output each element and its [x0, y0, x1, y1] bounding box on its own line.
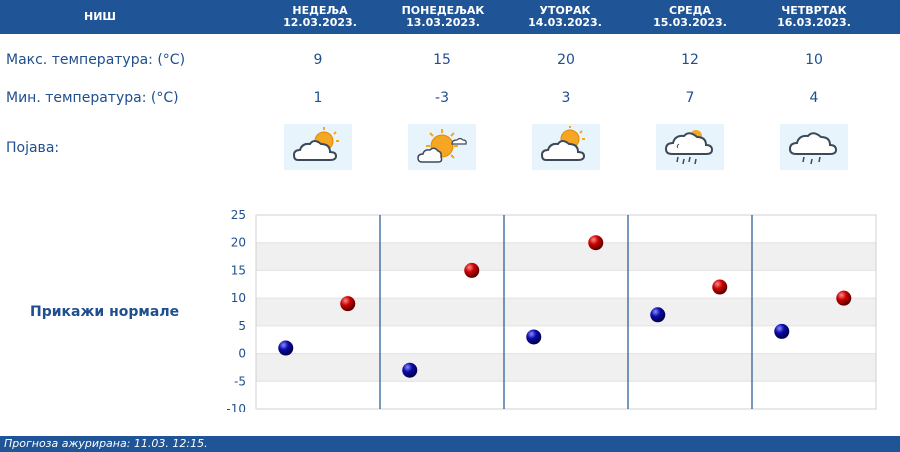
forecast-header: НИШ НЕДЕЉА 12.03.2023. ПОНЕДЕЉАК 13.03.2… — [0, 0, 900, 34]
temperature-chart: 25 20 15 10 5 0 -5 -10 — [226, 208, 877, 412]
plot-frame — [255, 214, 877, 410]
day-header-3: УТОРАК 14.03.2023. — [525, 0, 605, 34]
day-date: 15.03.2023. — [653, 16, 727, 29]
max-temp-point — [836, 290, 852, 306]
min-temp-point — [278, 340, 294, 356]
update-footer: Прогноза ажурирана: 11.03. 12:15. — [0, 436, 900, 452]
day-header-1: НЕДЕЉА 12.03.2023. — [280, 0, 360, 34]
chart-grid-bands — [255, 214, 877, 410]
city-name: НИШ — [83, 10, 116, 23]
grid-band — [256, 215, 876, 243]
max-temp-point — [464, 262, 480, 278]
partly-cloudy-icon — [284, 124, 352, 170]
y-tick-label: -5 — [234, 374, 246, 388]
day-date: 14.03.2023. — [528, 16, 602, 29]
partly-cloudy-icon — [532, 124, 600, 170]
grid-band — [256, 381, 876, 409]
update-text: Прогноза ажурирана: 11.03. 12:15. — [4, 437, 208, 450]
min-temp-point — [402, 362, 418, 378]
min-temp-point — [650, 307, 666, 323]
y-tick-label: 25 — [231, 208, 246, 222]
chart-day-dividers — [379, 215, 753, 409]
day-name: ПОНЕДЕЉАК — [401, 4, 485, 17]
max-temp-value: 10 — [805, 52, 823, 68]
grid-band — [256, 270, 876, 299]
phenomenon-label: Појава: — [6, 140, 60, 156]
day-name: СРЕДА — [669, 4, 711, 17]
y-tick-label: 5 — [238, 319, 246, 333]
chart-y-axis: 25 20 15 10 5 0 -5 -10 — [226, 208, 246, 412]
day-date: 12.03.2023. — [283, 16, 357, 29]
min-temp-value: 1 — [313, 90, 323, 106]
grid-band — [256, 353, 876, 382]
max-temp-value: 15 — [433, 52, 451, 68]
max-temp-point — [712, 279, 728, 295]
min-temp-value: 3 — [561, 90, 571, 106]
y-tick-label: -10 — [226, 402, 246, 412]
cloud-sun-rain-icon — [656, 124, 724, 170]
max-temp-value: 9 — [313, 52, 323, 68]
y-tick-label: 10 — [231, 291, 246, 305]
day-date: 16.03.2023. — [777, 16, 851, 29]
y-tick-label: 15 — [231, 263, 246, 277]
y-tick-label: 20 — [231, 236, 246, 250]
max-temp-value: 12 — [681, 52, 699, 68]
day-name: НЕДЕЉА — [292, 4, 348, 17]
max-temp-point — [588, 235, 604, 251]
sunny-with-cloud-icon — [408, 124, 476, 170]
cloud-rain-icon — [780, 124, 848, 170]
max-temp-label: Макс. температура: (°C) — [6, 52, 186, 68]
grid-band — [256, 325, 876, 354]
min-temp-value: 4 — [809, 90, 819, 106]
day-header-4: СРЕДА 15.03.2023. — [648, 0, 732, 34]
day-date: 13.03.2023. — [406, 16, 480, 29]
max-temp-point — [340, 296, 356, 312]
day-name: УТОРАК — [539, 4, 591, 17]
min-temp-label: Мин. температура: (°C) — [6, 90, 179, 106]
show-normals-button[interactable]: Прикажи нормале — [30, 304, 180, 320]
min-temp-point — [774, 323, 790, 339]
day-header-5: ЧЕТВРТАК 16.03.2023. — [772, 0, 856, 34]
min-temp-value: -3 — [435, 90, 449, 106]
y-tick-label: 0 — [238, 347, 246, 361]
grid-band — [256, 298, 876, 326]
min-temp-value: 7 — [685, 90, 695, 106]
day-header-2: ПОНЕДЕЉАК 13.03.2023. — [395, 0, 491, 34]
grid-band — [256, 242, 876, 271]
max-temp-value: 20 — [557, 52, 575, 68]
min-temp-point — [526, 329, 542, 345]
day-name: ЧЕТВРТАК — [781, 4, 847, 17]
chart-points — [278, 235, 852, 378]
